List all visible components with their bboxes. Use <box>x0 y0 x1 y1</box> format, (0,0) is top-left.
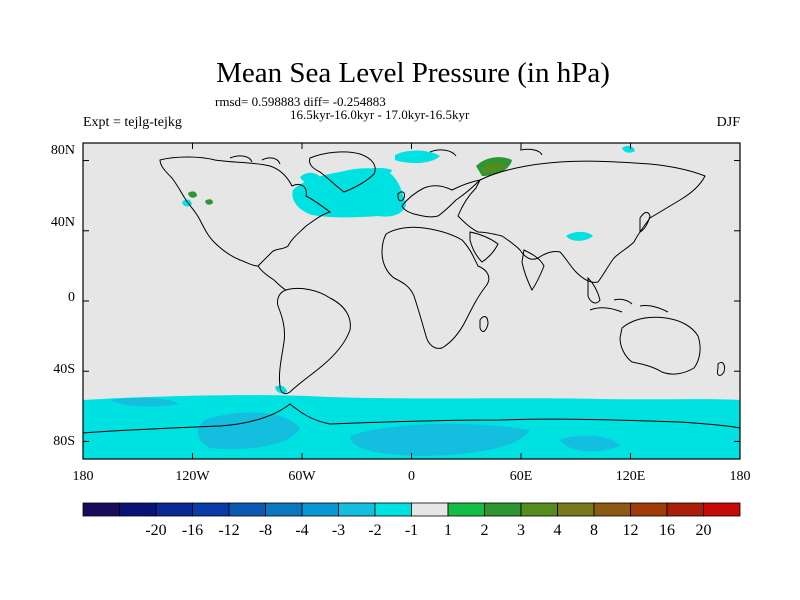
y-tick-label: 40S <box>53 362 75 377</box>
coast-indonesia <box>589 298 669 313</box>
coastlines <box>83 148 740 434</box>
colorbar-label: 20 <box>696 522 712 539</box>
coast-europe <box>401 179 482 218</box>
colorbar-label: -8 <box>259 522 272 539</box>
colorbar-label: -1 <box>405 522 418 539</box>
coast-uk <box>397 191 405 202</box>
anomaly-arctic-cap <box>395 150 440 164</box>
anomaly-hudson <box>300 172 322 185</box>
x-tick-label: 120E <box>616 469 646 484</box>
colorbar-box <box>265 502 303 517</box>
tick-marks <box>83 143 740 459</box>
experiment-label: Expt = tejlg-tejkg <box>83 115 182 130</box>
coast-arctic-islands <box>229 148 543 165</box>
colorbar-label: -4 <box>295 522 308 539</box>
colorbar-label: 2 <box>481 522 489 539</box>
y-tick-label: 80N <box>51 143 75 158</box>
anomaly-antarctic-interior-b <box>350 423 530 456</box>
colorbar-box <box>119 502 157 517</box>
coast-antarctica <box>83 403 740 434</box>
colorbar-label: 1 <box>444 522 452 539</box>
colorbar-box <box>228 502 266 517</box>
colorbar-label: 16 <box>659 522 675 539</box>
x-tick-label: 0 <box>408 469 415 484</box>
x-tick-label: 60W <box>288 469 316 484</box>
colorbar-box <box>82 502 120 517</box>
x-tick-label: 120W <box>175 469 210 484</box>
colorbar-label: 3 <box>517 522 525 539</box>
x-tick-label: 180 <box>730 469 751 484</box>
anomaly-antarctic-interior-c <box>560 435 620 452</box>
anomaly-southern-ocean-band <box>110 397 180 407</box>
colorbar-box <box>447 502 485 517</box>
stats-line: rmsd= 0.598883 diff= -0.254883 <box>215 94 386 109</box>
x-tick-label: 180 <box>73 469 94 484</box>
coast-south-america <box>277 287 351 395</box>
coast-greenland <box>309 151 376 193</box>
y-axis: 80N 40N 0 40S 80S <box>51 143 75 449</box>
coast-southeast-asia <box>587 276 601 304</box>
coast-north-america <box>159 156 332 267</box>
colorbar-label: -2 <box>368 522 381 539</box>
anomaly-pacific-nw-green-b <box>205 199 213 205</box>
colorbar-box <box>155 502 193 517</box>
colorbar-box <box>192 502 230 517</box>
map-frame <box>82 142 741 460</box>
anomaly-bering <box>622 145 635 153</box>
periods-line: 16.5kyr-16.0kyr - 17.0kyr-16.5kyr <box>290 107 470 122</box>
colorbar-label: 8 <box>590 522 598 539</box>
colorbar-box <box>301 502 339 517</box>
colorbar-box <box>484 502 522 517</box>
chart-title: Mean Sea Level Pressure (in hPa) <box>216 57 610 89</box>
coast-central-america <box>257 265 287 291</box>
coast-arabia <box>469 231 499 263</box>
y-tick-label: 40N <box>51 215 75 230</box>
colorbar-box <box>630 502 668 517</box>
anomaly-west-pacific <box>566 231 593 241</box>
anomaly-pacific-nw-green <box>188 191 197 198</box>
coast-japan <box>639 211 651 233</box>
colorbar-box <box>593 502 631 517</box>
colorbar-label: -16 <box>182 522 203 539</box>
colorbar-label: -20 <box>145 522 166 539</box>
colorbar-label: 4 <box>554 522 562 539</box>
x-axis: 180 120W 60W 0 60E 120E 180 <box>73 469 751 484</box>
colorbar-labels: -20 -16 -12 -8 -4 -3 -2 -1 1 2 3 4 8 12 … <box>145 522 711 539</box>
x-tick-label: 60E <box>510 469 533 484</box>
colorbar-box <box>557 502 595 517</box>
coast-india <box>521 249 545 291</box>
coast-australia <box>619 316 701 375</box>
colorbar-box <box>520 502 558 517</box>
anomaly-kara-inner <box>482 163 506 173</box>
anomaly-greenland-sea <box>350 167 392 178</box>
coast-madagascar <box>479 316 489 332</box>
colorbar-box <box>338 502 376 517</box>
colorbar-label: 12 <box>623 522 639 539</box>
coast-africa <box>381 226 490 349</box>
y-tick-label: 0 <box>68 290 75 305</box>
y-tick-label: 80S <box>53 434 75 449</box>
colorbar-label: -3 <box>332 522 345 539</box>
colorbar-label: -12 <box>218 522 239 539</box>
coast-new-zealand <box>717 361 725 376</box>
colorbar-box <box>374 502 412 517</box>
colorbar-box <box>703 502 741 517</box>
colorbar <box>82 502 741 517</box>
colorbar-box <box>666 502 704 517</box>
map-panel <box>83 143 740 459</box>
anomaly-antarctic-interior-a <box>198 412 300 450</box>
colorbar-box <box>411 502 449 517</box>
season-label: DJF <box>717 115 741 130</box>
